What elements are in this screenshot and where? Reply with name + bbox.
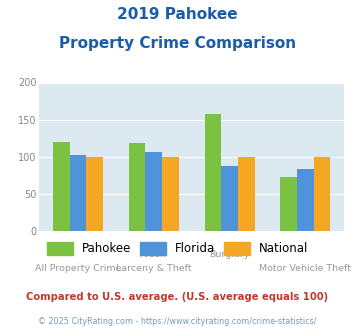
- Bar: [280, 177, 297, 231]
- Bar: [53, 142, 70, 231]
- Text: Larceny & Theft: Larceny & Theft: [116, 264, 192, 273]
- Bar: [70, 155, 86, 231]
- Text: 2019 Pahokee: 2019 Pahokee: [117, 7, 238, 21]
- Bar: [86, 157, 103, 231]
- Bar: [221, 166, 238, 231]
- Text: Motor Vehicle Theft: Motor Vehicle Theft: [260, 264, 351, 273]
- Text: Compared to U.S. average. (U.S. average equals 100): Compared to U.S. average. (U.S. average …: [26, 292, 329, 302]
- Bar: [162, 157, 179, 231]
- Bar: [314, 157, 331, 231]
- Bar: [297, 169, 314, 231]
- Text: Property Crime Comparison: Property Crime Comparison: [59, 36, 296, 51]
- Bar: [204, 115, 221, 231]
- Text: Arson: Arson: [140, 250, 168, 259]
- Bar: [129, 143, 146, 231]
- Text: © 2025 CityRating.com - https://www.cityrating.com/crime-statistics/: © 2025 CityRating.com - https://www.city…: [38, 317, 317, 326]
- Text: Burglary: Burglary: [209, 250, 250, 259]
- Bar: [146, 151, 162, 231]
- Legend: Pahokee, Florida, National: Pahokee, Florida, National: [42, 237, 313, 260]
- Bar: [238, 157, 255, 231]
- Text: All Property Crime: All Property Crime: [35, 264, 121, 273]
